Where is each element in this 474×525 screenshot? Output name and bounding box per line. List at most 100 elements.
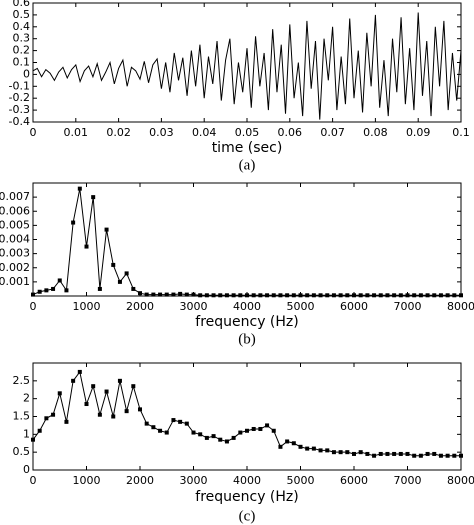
caption: (a) (239, 157, 256, 173)
y-tick-label: 0.4 (13, 20, 31, 33)
y-tick-label: 2 (23, 392, 30, 405)
x-tick-label: 0.08 (363, 126, 388, 139)
data-point (131, 286, 136, 291)
data-point (171, 418, 176, 423)
data-point (405, 293, 410, 298)
data-point (158, 292, 163, 297)
x-tick-label: 6000 (340, 300, 368, 313)
data-point (378, 451, 383, 456)
y-tick-label: 0.007 (0, 190, 30, 203)
data-point (64, 419, 69, 424)
data-point (77, 369, 82, 374)
data-point (171, 292, 176, 297)
data-point (245, 428, 249, 433)
data-point (37, 289, 42, 294)
data-point (251, 293, 256, 298)
data-point (104, 389, 109, 394)
data-point (164, 430, 169, 435)
y-tick-label: 0.001 (0, 275, 30, 288)
data-point (432, 293, 437, 298)
data-point (71, 378, 76, 383)
data-point (305, 293, 310, 298)
data-point (412, 453, 417, 458)
data-point (345, 450, 350, 455)
x-tick-label: 7000 (394, 474, 422, 487)
caption: (c) (239, 508, 256, 524)
data-point (31, 292, 35, 297)
data-point (285, 293, 290, 298)
data-point (191, 292, 196, 297)
data-point (158, 428, 163, 433)
data-point (318, 448, 323, 453)
x-tick-label: 3000 (180, 300, 208, 313)
x-tick-label: 8000 (447, 300, 474, 313)
data-point (358, 293, 363, 298)
data-point (218, 293, 223, 298)
data-point (131, 384, 136, 389)
y-tick-label: 0.005 (0, 218, 30, 231)
y-tick-label: 0.6 (13, 0, 31, 9)
data-point (318, 293, 323, 298)
data-point (184, 292, 189, 297)
data-point (44, 416, 49, 421)
data-point (418, 453, 423, 458)
data-point (204, 293, 209, 298)
data-point (438, 293, 443, 298)
data-point (151, 292, 156, 297)
data-point (218, 437, 223, 442)
x-axis-label: frequency (Hz) (195, 314, 298, 330)
data-point (138, 407, 142, 412)
data-point (198, 293, 203, 298)
y-tick-label: 0.002 (0, 261, 30, 274)
data-point (385, 451, 390, 456)
data-point (372, 293, 377, 298)
y-tick-label: -0.2 (9, 91, 30, 104)
data-point (245, 293, 249, 298)
data-point (291, 441, 296, 446)
y-tick-label: -0.1 (9, 79, 30, 92)
data-point (151, 425, 156, 430)
data-point (44, 288, 49, 293)
data-point (452, 293, 457, 298)
data-point (265, 293, 270, 298)
data-line (32, 12, 462, 120)
data-point (211, 434, 216, 439)
data-point (184, 421, 189, 426)
data-point (191, 430, 196, 435)
data-point (178, 419, 183, 424)
data-point (258, 293, 263, 298)
data-point (325, 293, 330, 298)
data-point (311, 446, 316, 451)
x-tick-label: 0.06 (278, 126, 303, 139)
data-point (204, 435, 209, 440)
data-point (398, 451, 403, 456)
y-tick-label: -0.4 (9, 115, 30, 128)
data-point (238, 293, 243, 298)
data-point (445, 453, 450, 458)
data-point (459, 293, 463, 298)
data-point (77, 186, 82, 191)
x-tick-label: 0.05 (235, 126, 260, 139)
data-point (331, 450, 336, 455)
data-point (298, 293, 303, 298)
data-point (372, 453, 377, 458)
data-point (452, 453, 457, 458)
data-point (211, 293, 216, 298)
data-point (104, 227, 109, 232)
data-point (285, 439, 290, 444)
data-point (378, 293, 383, 298)
x-tick-label: 0.04 (192, 126, 217, 139)
data-point (338, 293, 343, 298)
x-tick-label: 0.07 (320, 126, 345, 139)
data-point (57, 391, 62, 396)
data-point (298, 444, 303, 449)
data-point (278, 444, 283, 449)
data-point (432, 451, 437, 456)
data-point (338, 450, 343, 455)
data-point (64, 288, 69, 293)
data-point (37, 428, 42, 433)
data-point (31, 437, 35, 442)
plot-frame (32, 182, 462, 297)
